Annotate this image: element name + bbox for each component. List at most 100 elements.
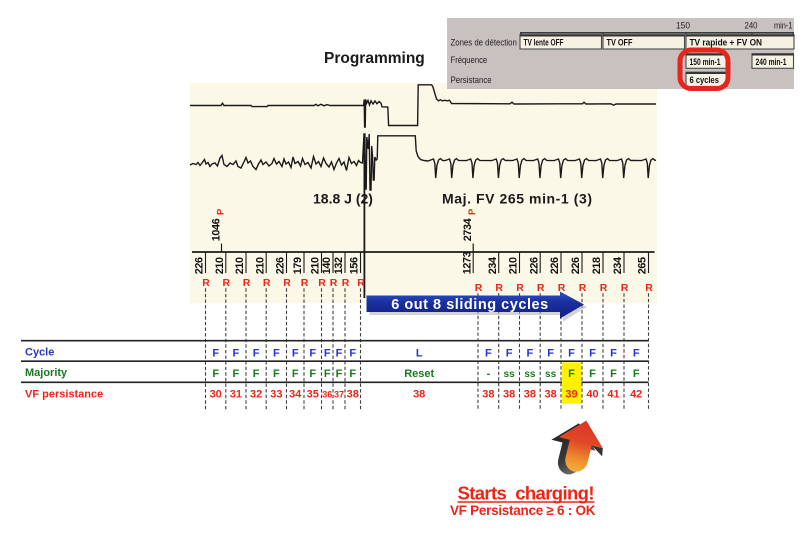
svg-text:Maj. FV 265 min-1 (3): Maj. FV 265 min-1 (3): [442, 191, 592, 207]
svg-text:38: 38: [347, 389, 359, 401]
svg-text:F: F: [324, 347, 331, 359]
svg-text:ss: ss: [524, 369, 536, 380]
svg-text:-: -: [487, 368, 491, 380]
svg-text:150 min-1: 150 min-1: [690, 57, 721, 67]
svg-text:R: R: [202, 277, 210, 289]
svg-text:31: 31: [230, 389, 242, 401]
svg-text:R: R: [558, 282, 566, 294]
svg-text:R: R: [495, 282, 503, 294]
svg-text:150: 150: [676, 20, 690, 31]
svg-text:F: F: [292, 368, 299, 380]
svg-text:R: R: [243, 277, 251, 289]
svg-text:F: F: [273, 347, 280, 359]
svg-text:Fréquence: Fréquence: [451, 55, 488, 66]
svg-text:39: 39: [565, 389, 577, 401]
svg-text:32: 32: [250, 389, 262, 401]
svg-text:226: 226: [549, 257, 561, 274]
svg-text:37: 37: [334, 390, 344, 400]
svg-text:F: F: [349, 368, 356, 380]
svg-text:R: R: [357, 277, 365, 289]
svg-text:38: 38: [413, 389, 425, 401]
svg-text:ss: ss: [504, 369, 516, 380]
svg-text:34: 34: [289, 389, 302, 401]
svg-text:42: 42: [630, 389, 642, 401]
svg-text:Programming: Programming: [324, 50, 425, 67]
svg-text:R: R: [301, 277, 309, 289]
svg-text:F: F: [527, 347, 534, 359]
svg-text:R: R: [330, 277, 338, 289]
svg-text:F: F: [633, 347, 640, 359]
svg-text:VF persistance: VF persistance: [25, 388, 103, 400]
svg-text:TV lente OFF: TV lente OFF: [524, 38, 564, 48]
svg-text:240 min-1: 240 min-1: [756, 57, 787, 67]
svg-text:140: 140: [321, 257, 333, 274]
svg-text:38: 38: [544, 389, 556, 401]
svg-text:132: 132: [333, 257, 345, 274]
svg-text:210: 210: [310, 257, 322, 274]
svg-text:R: R: [342, 277, 350, 289]
svg-text:218: 218: [591, 257, 603, 274]
svg-text:P: P: [467, 208, 478, 215]
svg-text:F: F: [589, 368, 596, 380]
svg-text:35: 35: [307, 389, 319, 401]
svg-text:234: 234: [487, 257, 499, 274]
svg-text:6 cycles: 6 cycles: [690, 75, 720, 85]
svg-text:226: 226: [570, 257, 582, 274]
svg-text:TV rapide + FV ON: TV rapide + FV ON: [690, 38, 763, 48]
svg-text:R: R: [223, 277, 231, 289]
svg-text:Persistance: Persistance: [451, 75, 492, 86]
svg-text:F: F: [212, 347, 219, 359]
svg-text:L: L: [416, 347, 423, 359]
svg-text:R: R: [475, 282, 483, 294]
svg-text:R: R: [600, 282, 608, 294]
svg-text:38: 38: [482, 389, 494, 401]
svg-text:F: F: [253, 368, 260, 380]
svg-text:R: R: [283, 277, 291, 289]
svg-text:VF Persistance ≥ 6 : OK: VF Persistance ≥ 6 : OK: [450, 503, 596, 518]
svg-text:R: R: [318, 277, 326, 289]
svg-text:F: F: [506, 347, 513, 359]
svg-text:179: 179: [292, 257, 304, 274]
svg-text:210: 210: [508, 257, 520, 274]
svg-text:F: F: [568, 368, 575, 380]
svg-text:226: 226: [194, 257, 206, 274]
svg-text:F: F: [273, 368, 280, 380]
svg-text:40: 40: [586, 389, 598, 401]
svg-text:F: F: [336, 368, 343, 380]
svg-text:1273: 1273: [461, 251, 473, 274]
svg-text:F: F: [292, 347, 299, 359]
svg-text:F: F: [610, 347, 617, 359]
svg-text:36: 36: [322, 390, 332, 400]
svg-text:Zones de détection: Zones de détection: [451, 37, 517, 48]
svg-text:R: R: [263, 277, 271, 289]
svg-text:F: F: [485, 347, 492, 359]
svg-text:226: 226: [528, 257, 540, 274]
svg-text:2734: 2734: [462, 218, 474, 241]
svg-text:F: F: [233, 347, 240, 359]
svg-text:30: 30: [210, 389, 222, 401]
svg-text:min-1: min-1: [774, 20, 793, 31]
svg-text:R: R: [516, 282, 524, 294]
svg-text:38: 38: [503, 389, 515, 401]
svg-text:F: F: [336, 347, 343, 359]
svg-text:F: F: [212, 368, 219, 380]
svg-text:R: R: [537, 282, 545, 294]
svg-text:Cycle: Cycle: [25, 347, 54, 359]
svg-text:234: 234: [612, 257, 624, 274]
svg-text:F: F: [309, 347, 316, 359]
svg-text:F: F: [233, 368, 240, 380]
svg-text:1046: 1046: [210, 218, 222, 241]
svg-text:210: 210: [254, 257, 266, 274]
svg-text:R: R: [645, 282, 653, 294]
svg-text:ss: ss: [545, 369, 557, 380]
svg-text:F: F: [610, 368, 617, 380]
svg-text:F: F: [349, 347, 356, 359]
svg-text:F: F: [633, 368, 640, 380]
svg-text:Starts charging!: Starts charging!: [458, 483, 595, 504]
svg-text:240: 240: [745, 20, 758, 31]
svg-text:F: F: [589, 347, 596, 359]
svg-text:33: 33: [270, 389, 282, 401]
svg-text:156: 156: [349, 257, 361, 274]
svg-text:18.8 J (2): 18.8 J (2): [313, 191, 373, 207]
svg-text:Reset: Reset: [404, 368, 434, 380]
